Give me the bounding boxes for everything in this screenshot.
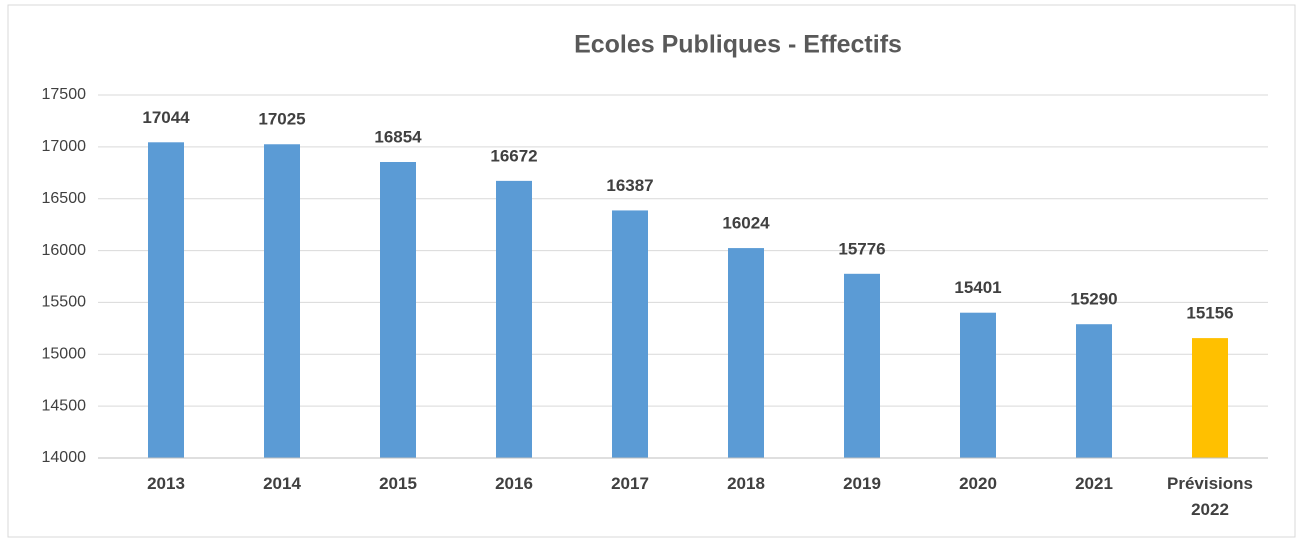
data-label: 15401 [954,278,1001,297]
x-tick-label: 2013 [147,474,185,493]
data-label: 15776 [838,239,885,258]
data-label: 17044 [142,108,190,127]
x-tick-label: 2018 [727,474,765,493]
bar [380,161,416,458]
data-label: 16024 [722,214,770,233]
data-label: 17025 [258,110,305,129]
bar [1076,324,1112,458]
bar [1192,338,1228,458]
y-tick-label: 14000 [42,449,87,466]
y-tick-label: 17000 [42,138,87,155]
x-tick-label: 2019 [843,474,881,493]
x-tick-label: 2021 [1075,474,1113,493]
x-tick-label: 2017 [611,474,649,493]
bar [264,144,300,458]
data-label: 16387 [606,176,653,195]
data-label: 15156 [1186,304,1233,323]
bar [728,248,764,458]
x-tick-label: 2014 [263,474,301,493]
y-tick-label: 16500 [42,190,87,207]
chart-title: Ecoles Publiques - Effectifs [574,31,902,59]
bar [496,180,532,458]
y-tick-label: 14500 [42,397,87,414]
x-tick-label: 2020 [959,474,997,493]
bar [148,142,184,459]
x-tick-label: 2016 [495,474,533,493]
x-tick-label: 2015 [379,474,417,493]
bar [612,210,648,458]
y-tick-label: 15000 [42,346,87,363]
y-tick-label: 15500 [42,294,87,311]
y-tick-label: 16000 [42,242,87,259]
data-label: 15290 [1070,290,1117,309]
bar [960,312,996,458]
x-tick-label: Prévisions 2022 [1167,474,1253,519]
data-label: 16672 [490,146,537,165]
y-tick-label: 17500 [42,86,87,103]
bar [844,273,880,458]
data-label: 16854 [374,127,422,146]
